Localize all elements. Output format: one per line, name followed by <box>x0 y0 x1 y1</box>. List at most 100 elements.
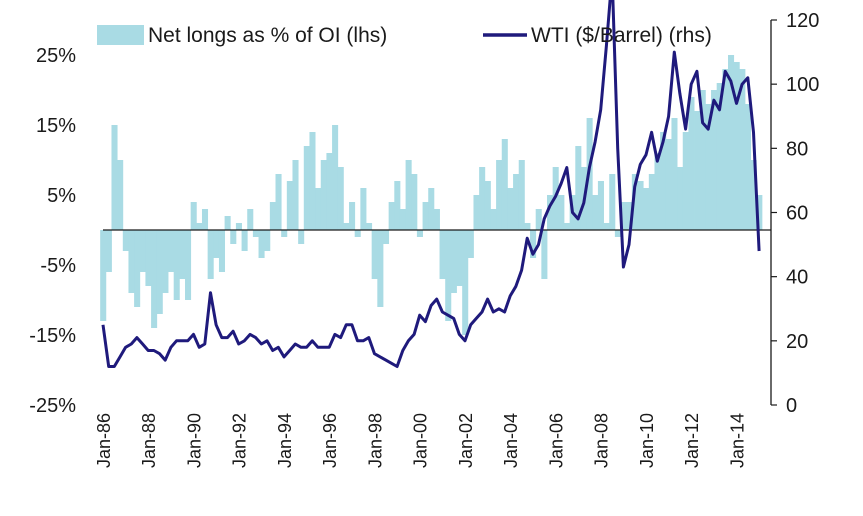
net-longs-bar <box>422 202 429 230</box>
net-longs-bar <box>230 230 237 244</box>
x-tick-label: Jan-14 <box>728 413 748 468</box>
net-longs-bar <box>501 139 508 230</box>
x-axis: Jan-86 Jan-88 Jan-90 Jan-92 Jan-94 Jan-96 Jan-… <box>94 413 748 468</box>
net-longs-bar <box>699 90 706 230</box>
net-longs-bar <box>637 181 644 230</box>
net-longs-bar <box>479 167 486 230</box>
net-longs-bar <box>490 209 497 230</box>
right-tick-label: 20 <box>786 331 808 353</box>
net-longs-bar <box>360 188 367 230</box>
net-longs-bar <box>179 230 186 279</box>
net-longs-bar <box>609 174 616 230</box>
left-tick-label: -25% <box>29 395 76 417</box>
right-tick-label: 0 <box>786 395 797 417</box>
right-tick-label: 60 <box>786 203 808 225</box>
x-tick-label: Jan-04 <box>501 413 521 468</box>
net-longs-bar <box>473 195 480 230</box>
net-longs-bar <box>241 230 248 251</box>
net-longs-bar <box>258 230 265 258</box>
net-longs-bar <box>467 230 474 258</box>
net-longs-bar <box>654 153 661 230</box>
net-longs-bar <box>332 125 339 230</box>
right-tick-label: 40 <box>786 267 808 289</box>
x-tick-label: Jan-90 <box>185 413 205 468</box>
net-longs-bar <box>671 118 678 230</box>
net-longs-bar <box>298 230 305 244</box>
net-longs-bar <box>218 230 226 272</box>
net-longs-bar <box>592 195 599 230</box>
net-longs-bar <box>303 146 310 230</box>
net-longs-bar <box>733 62 740 230</box>
left-tick-label: -5% <box>40 255 76 277</box>
net-longs-bar <box>377 230 384 307</box>
net-longs-bar <box>117 160 124 230</box>
net-longs-bar <box>756 195 763 230</box>
net-longs-bar <box>394 181 401 230</box>
net-longs-bar <box>326 153 333 230</box>
net-longs-bar <box>122 230 129 251</box>
net-longs-bar <box>688 97 695 230</box>
x-tick-label: Jan-08 <box>592 413 612 468</box>
net-longs-bar <box>213 230 220 258</box>
net-longs-bar <box>275 174 282 230</box>
wti-price-line <box>101 0 761 368</box>
net-longs-bar <box>665 139 672 230</box>
net-longs-bar <box>535 209 542 230</box>
legend-label-wti: WTI ($/Barrel) (rhs) <box>531 24 712 47</box>
net-longs-bar <box>405 160 412 230</box>
net-longs-bar <box>349 202 356 230</box>
left-tick-label: 25% <box>36 45 76 67</box>
net-longs-bar <box>281 230 288 237</box>
net-longs-bar <box>705 104 712 230</box>
legend: Net longs as % of OI (lhs) WTI ($/Barrel… <box>97 24 712 47</box>
net-longs-bar <box>320 160 327 230</box>
x-tick-label: Jan-12 <box>682 413 702 468</box>
net-longs-bar <box>603 223 610 230</box>
net-longs-bar <box>309 132 316 230</box>
right-tick-label: 100 <box>786 74 819 96</box>
net-longs-bar <box>382 230 390 244</box>
net-longs-bar <box>660 132 667 230</box>
right-tick-label: 80 <box>786 138 808 160</box>
net-longs-bar <box>105 230 112 272</box>
net-longs-bar <box>145 230 152 286</box>
net-longs-bar <box>750 160 757 230</box>
net-longs-bar <box>388 202 395 230</box>
net-longs-bar <box>207 230 214 279</box>
net-longs-bar <box>173 230 180 300</box>
x-tick-label: Jan-88 <box>139 413 159 468</box>
net-longs-bar <box>371 230 378 279</box>
net-longs-bar <box>462 230 469 335</box>
x-tick-label: Jan-10 <box>637 413 657 468</box>
left-axis: -25% -15% -5% 5% 15% 25% <box>29 45 76 417</box>
net-longs-bar <box>728 55 735 230</box>
net-longs-bar <box>264 230 271 251</box>
net-longs-bar <box>100 230 107 321</box>
right-axis: 0 20 40 60 80 100 120 <box>771 10 819 417</box>
net-longs-bar <box>235 223 242 230</box>
net-longs-bar <box>484 181 491 230</box>
net-longs-bar <box>496 160 503 230</box>
net-longs-bar <box>416 230 423 237</box>
net-longs-bar <box>343 223 350 230</box>
net-longs-bar <box>620 202 627 230</box>
x-tick-label: Jan-06 <box>547 413 567 468</box>
net-longs-bar <box>648 174 655 230</box>
net-longs-bar <box>190 202 197 230</box>
net-longs-bar <box>185 230 192 300</box>
net-longs-bar <box>524 223 531 230</box>
net-longs-bar <box>168 230 175 272</box>
net-longs-bar <box>139 230 146 272</box>
net-longs-bar <box>507 188 514 230</box>
net-longs-bar <box>694 111 701 230</box>
net-longs-bar <box>428 188 435 230</box>
left-tick-label: 5% <box>47 185 76 207</box>
left-tick-label: 15% <box>36 115 76 137</box>
net-longs-bar <box>201 209 209 230</box>
net-longs-bar <box>156 230 163 314</box>
x-tick-label: Jan-98 <box>366 413 386 468</box>
net-longs-bar <box>162 230 169 293</box>
net-longs-bar <box>366 223 373 230</box>
net-longs-bar <box>682 132 689 230</box>
net-longs-bar <box>134 230 141 307</box>
